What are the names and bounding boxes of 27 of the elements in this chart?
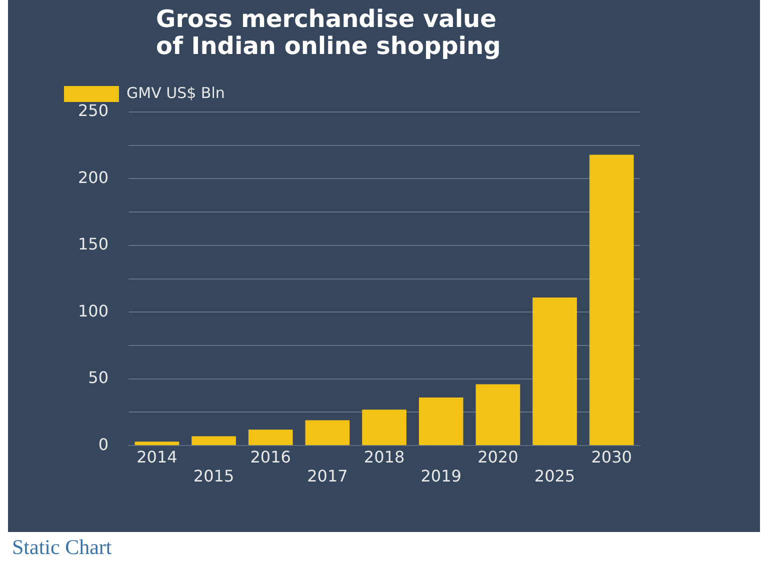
x-tick-label: 2030 <box>591 447 632 466</box>
bar <box>248 430 293 446</box>
y-tick-label: 100 <box>78 301 109 320</box>
chart-title: Gross merchandise value of Indian online shopping <box>156 5 502 60</box>
x-tick-label: 2015 <box>193 466 234 486</box>
bar <box>362 410 406 446</box>
x-tick-label: 2017 <box>307 466 348 486</box>
x-tick-label: 2014 <box>136 447 178 466</box>
bar <box>418 398 464 446</box>
x-tick-label: 2020 <box>478 447 518 466</box>
y-tick-label: 250 <box>78 101 109 120</box>
legend-label: GMV US$ Bln <box>126 84 225 102</box>
bar <box>476 384 520 446</box>
x-tick-label: 2016 <box>250 447 291 466</box>
bar <box>192 436 236 446</box>
bar <box>305 420 350 446</box>
y-tick-label: 200 <box>78 168 109 187</box>
bar <box>134 442 180 446</box>
bar <box>532 297 577 446</box>
y-tick-label: 150 <box>78 234 109 254</box>
text: Static Chart <box>12 535 112 560</box>
y-tick-label: 0 <box>98 434 109 454</box>
bar <box>589 154 634 446</box>
x-tick-label: 2018 <box>364 447 405 466</box>
y-tick-label: 50 <box>88 368 109 388</box>
x-tick-label: 2025 <box>534 466 576 486</box>
x-tick-label: 2019 <box>420 466 462 486</box>
